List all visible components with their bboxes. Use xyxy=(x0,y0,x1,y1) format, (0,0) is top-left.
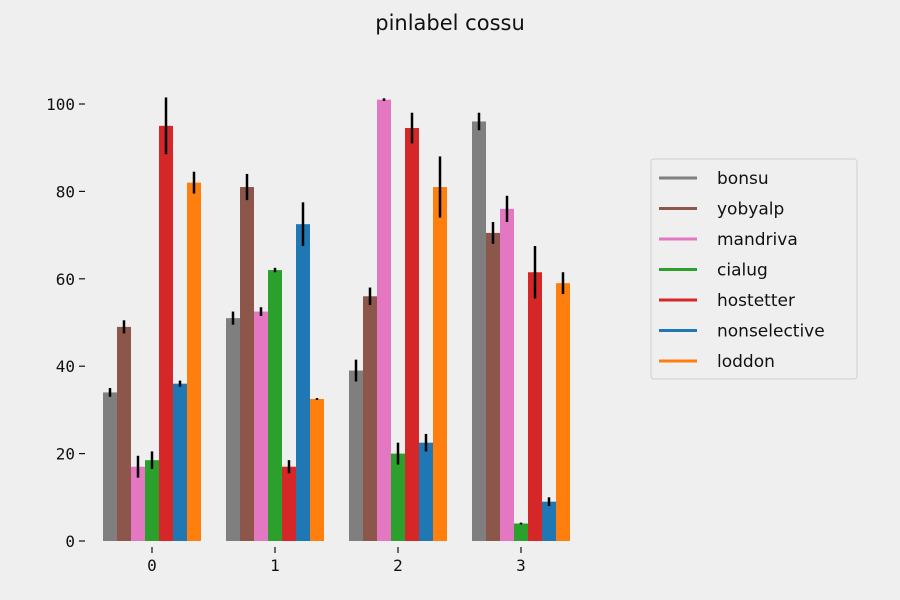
y-tick-label: 0 xyxy=(65,532,75,551)
legend: bonsu yobyalp mandriva cialug hostetter nonse… xyxy=(650,158,858,380)
bar-hostetter-3 xyxy=(528,272,542,541)
bar-cialug-1 xyxy=(268,270,282,541)
y-tick-label: 20 xyxy=(56,445,75,464)
legend-label-mandriva: mandriva xyxy=(717,230,798,250)
legend-label-bonsu: bonsu xyxy=(717,169,769,189)
bar-loddon-2 xyxy=(433,187,447,541)
x-tick-label: 1 xyxy=(270,556,280,575)
bar-loddon-3 xyxy=(556,283,570,541)
bar-nonselective-0 xyxy=(173,383,187,541)
bar-yobyalp-3 xyxy=(486,232,500,542)
bar-nonselective-3 xyxy=(542,501,556,541)
bar-loddon-0 xyxy=(187,182,201,541)
legend-label-yobyalp: yobyalp xyxy=(717,200,784,220)
bar-cialug-3 xyxy=(514,523,528,541)
bar-hostetter-0 xyxy=(159,125,173,541)
chart-title: pinlabel cossu xyxy=(375,11,525,35)
y-tick-label: 40 xyxy=(56,357,75,376)
x-tick-label: 3 xyxy=(516,556,526,575)
x-tick-label: 2 xyxy=(393,556,403,575)
legend-label-hostetter: hostetter xyxy=(717,291,795,311)
x-tick-label: 0 xyxy=(147,556,157,575)
legend-label-nonselective: nonselective xyxy=(717,322,825,342)
bar-mandriva-2 xyxy=(377,99,391,541)
bar-mandriva-3 xyxy=(500,208,514,541)
bar-loddon-1 xyxy=(310,398,324,541)
bar-yobyalp-2 xyxy=(363,296,377,541)
bar-yobyalp-0 xyxy=(117,326,131,541)
y-tick-label: 80 xyxy=(56,182,75,201)
bar-nonselective-1 xyxy=(296,224,310,542)
legend-label-cialug: cialug xyxy=(717,261,768,281)
bar-mandriva-1 xyxy=(254,311,268,541)
bar-hostetter-2 xyxy=(405,128,419,541)
bar-yobyalp-1 xyxy=(240,187,254,541)
bar-cialug-0 xyxy=(145,460,159,541)
bar-bonsu-1 xyxy=(226,318,240,541)
bar-nonselective-2 xyxy=(419,442,433,541)
y-tick-label: 60 xyxy=(56,270,75,289)
y-tick-label: 100 xyxy=(46,95,75,114)
legend-frame xyxy=(650,158,858,380)
bar-hostetter-1 xyxy=(282,466,296,541)
bar-bonsu-2 xyxy=(349,370,363,541)
bar-bonsu-0 xyxy=(103,392,117,541)
bar-bonsu-3 xyxy=(472,121,486,541)
plot-area: 0 20 40 60 80 100 0 1 2 3 xyxy=(46,95,570,575)
legend-label-loddon: loddon xyxy=(717,352,775,372)
bar-mandriva-0 xyxy=(131,466,145,541)
bar-cialug-2 xyxy=(391,453,405,541)
